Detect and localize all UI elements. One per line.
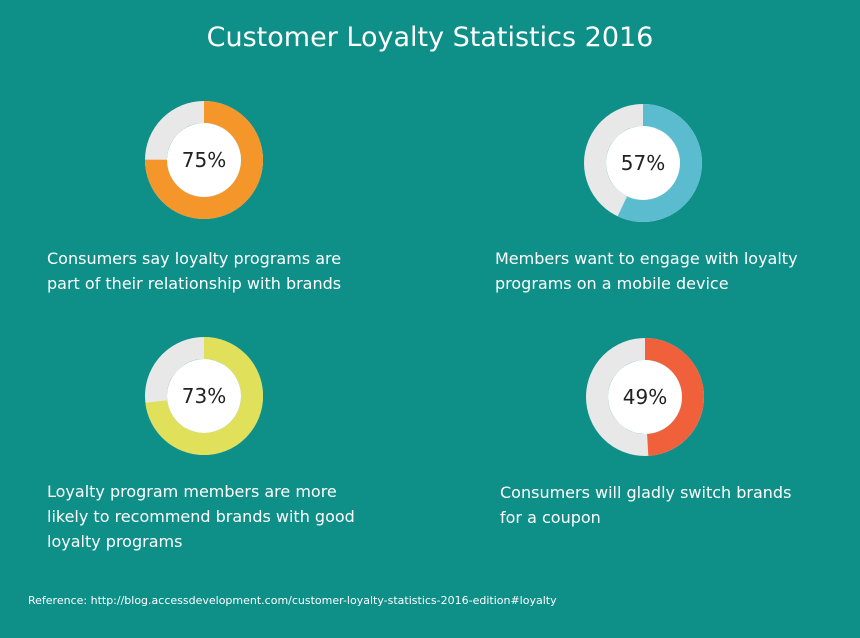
donut-arc (145, 337, 263, 455)
donut-3: 49% (583, 335, 707, 459)
donut-label-3: 49% (622, 385, 668, 409)
chart-title: Customer Loyalty Statistics 2016 (206, 22, 654, 53)
donut-1: 57% (581, 101, 705, 225)
donut-arc (584, 104, 702, 222)
donut-center (167, 359, 241, 433)
description-0: Consumers say loyalty programs are part … (47, 249, 342, 293)
donut-label-1: 57% (620, 151, 666, 175)
donut-center (167, 123, 241, 197)
donut-center (606, 126, 680, 200)
donut-arc (145, 101, 263, 219)
donut-center (608, 360, 682, 434)
reference-link[interactable]: Reference: http://blog.accessdevelopment… (28, 594, 557, 607)
donut-label-0: 75% (181, 148, 227, 172)
donut-arc (586, 338, 704, 456)
donut-label-2: 73% (181, 384, 227, 408)
donut-0: 75% (142, 98, 266, 222)
description-1: Members want to engage with loyalty prog… (495, 249, 798, 293)
description-3: Consumers will gladly switch brands for … (500, 483, 792, 527)
donut-2: 73% (142, 334, 266, 458)
description-2: Loyalty program members are more likely … (47, 482, 355, 551)
